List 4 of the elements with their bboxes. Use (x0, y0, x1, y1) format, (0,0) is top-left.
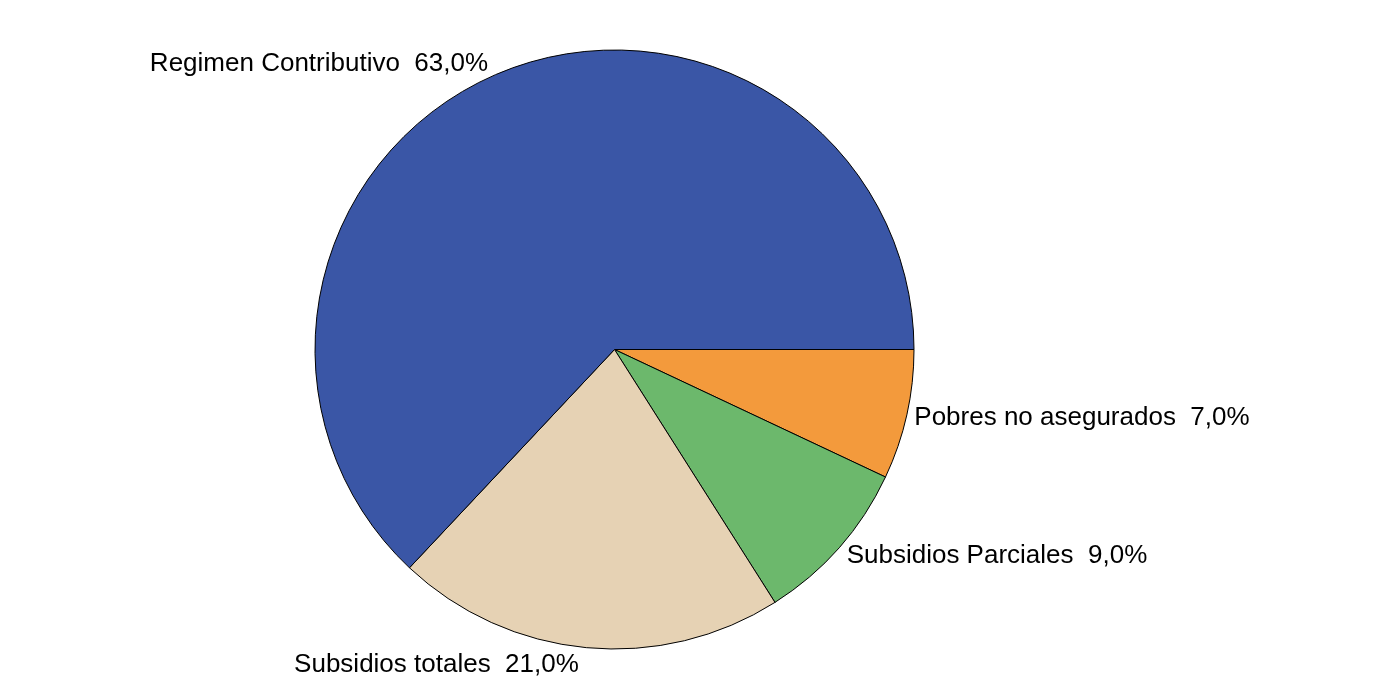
slice-label: Regimen Contributivo 63,0% (149, 47, 489, 77)
slice-label: Subsidios totales 21,0% (294, 647, 579, 678)
slice-label: Pobres no asegurados 7,0% (914, 400, 1250, 431)
slice-label: Subsidios Parciales 9,0% (846, 539, 1148, 570)
